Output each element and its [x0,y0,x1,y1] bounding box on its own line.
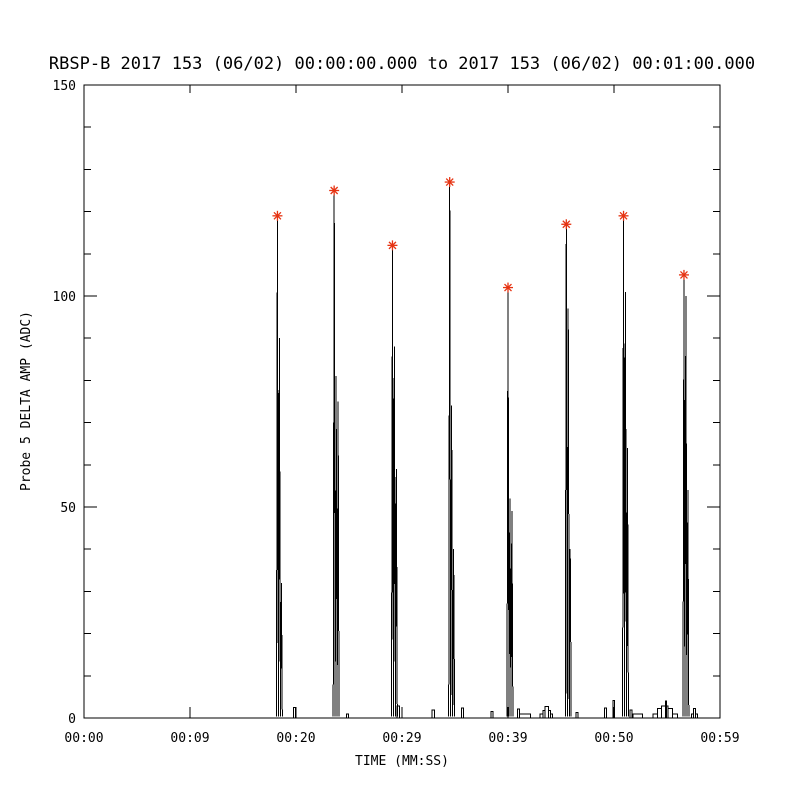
spike-trace [682,274,690,717]
baseline-bump [517,708,521,718]
x-tick-label: 00:20 [276,731,315,746]
spike-trace [391,245,398,717]
spike-trace [276,215,283,717]
peak-marker-asterisk [503,282,513,293]
peak-marker-asterisk [329,185,340,196]
axis-ticks [83,84,721,719]
spike-trace [506,287,514,717]
baseline-bump [667,708,673,718]
baseline-bump [575,712,579,718]
baseline-bump [661,705,669,718]
baseline-bump [695,713,699,718]
x-tick-label: 00:39 [488,731,527,746]
baseline-bump [632,713,644,718]
baseline-trace [292,699,699,718]
x-axis-title: TIME (MM:SS) [355,754,449,769]
spike-trace [332,190,340,717]
spike-trace [564,224,572,717]
x-tick-label: 00:59 [700,731,739,746]
spike-trace [448,182,456,717]
baseline-bump [431,709,435,718]
baseline-bump [460,707,464,718]
spike-trace [622,215,629,717]
baseline-bump [603,707,608,718]
baseline-bump [629,709,633,718]
x-tick-label: 00:29 [382,731,421,746]
x-tick-label: 00:00 [64,731,103,746]
marker-stroke-d2 [680,270,688,279]
baseline-bump [345,713,349,718]
marker-stroke-d2 [273,211,282,220]
marker-stroke-d2 [504,283,512,292]
peak-marker-asterisk [444,177,455,188]
baseline-bump [549,713,554,718]
x-tick-label: 00:50 [594,731,633,746]
baseline-bump [656,708,663,718]
y-tick-label: 0 [68,712,76,727]
peak-marker-asterisk [272,210,283,221]
tick-labels: 00:00 00:09 00:20 00:29 00:39 00:50 00:59 0 50 10… [53,79,740,746]
marker-stroke-d2 [330,186,339,195]
baseline-bump [612,699,616,718]
y-tick-label: 50 [60,501,76,516]
baseline-bump [519,713,531,718]
baseline-bump [652,713,658,718]
peak-marker-asterisk [678,269,689,280]
baseline-bump [664,700,667,718]
peak-marker-asterisk [387,240,398,251]
marker-stroke-d2 [619,211,628,220]
baseline-bump [292,706,296,718]
baseline-bump [671,713,679,718]
x-tick-label: 00:09 [170,731,209,746]
marker-stroke-d2 [445,178,454,187]
baseline-bump [490,711,494,718]
marker-stroke-d2 [388,241,397,250]
spike-traces [276,182,690,717]
peak-marker-asterisk [618,210,629,221]
peak-marker-asterisk [561,219,572,230]
plot-title: RBSP-B 2017 153 (06/02) 00:00:00.000 to … [49,54,755,74]
peak-markers [272,177,689,293]
y-tick-label: 150 [53,79,76,94]
y-axis-title: Probe 5 DELTA AMP (ADC) [19,311,34,491]
marker-stroke-d2 [562,220,571,229]
y-tick-label: 100 [53,290,76,305]
